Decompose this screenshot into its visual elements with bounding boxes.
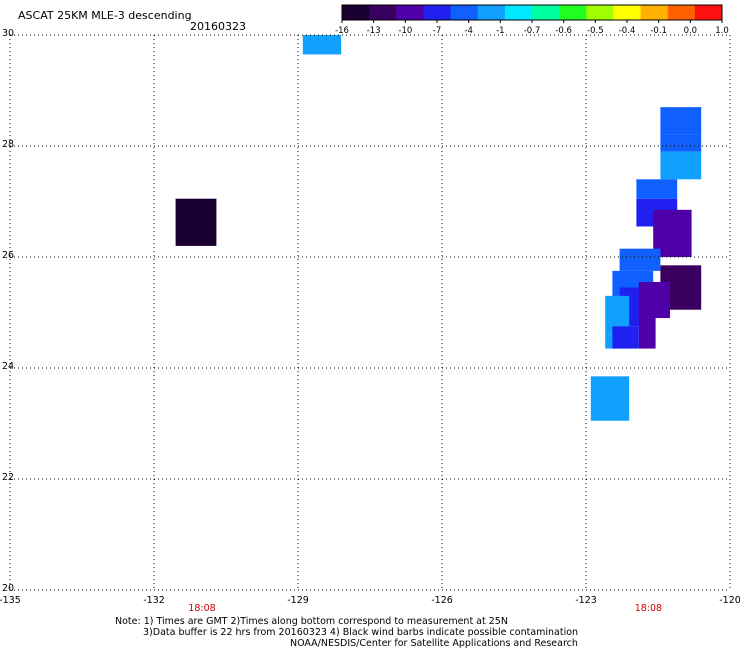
note-line-2: 3)Data buffer is 22 hrs from 20160323 4)…	[143, 627, 579, 638]
x-axis-ticks: -135 -132 -129 -126 -123 -120	[0, 595, 740, 606]
colorbar-label: -0.6	[555, 26, 572, 36]
colorbar-label: 1.0	[715, 26, 729, 36]
colorbar-segment	[423, 5, 452, 20]
chart-title: ASCAT 25KM MLE-3 descending	[18, 9, 192, 22]
x-tick-label: -126	[431, 595, 453, 606]
colorbar-label: -7	[433, 26, 441, 36]
chart-date: 20160323	[190, 20, 246, 33]
time-labels: 18:08 18:08	[188, 603, 662, 614]
colorbar-label: -1	[496, 26, 504, 36]
colorbar-segment	[667, 5, 696, 20]
y-tick-label: 22	[2, 472, 14, 483]
data-cell	[636, 179, 678, 199]
note-line-1: Note: 1) Times are GMT 2)Times along bot…	[115, 616, 508, 627]
x-tick-label: -120	[719, 595, 740, 606]
colorbar-label: -13	[367, 26, 381, 36]
colorbar-label: -10	[398, 26, 412, 36]
colorbar-segment	[532, 5, 560, 20]
colorbar-label: -0.7	[524, 26, 541, 36]
data-cell	[660, 134, 702, 152]
x-tick-label: -123	[575, 595, 597, 606]
colorbar-segment	[694, 5, 723, 20]
colorbar-segment	[342, 5, 370, 20]
data-cell	[638, 281, 670, 319]
y-tick-label: 20	[2, 583, 14, 594]
colorbar-label: -0.1	[650, 26, 667, 36]
x-tick-label: -135	[0, 595, 21, 606]
y-axis-ticks: 20 22 24 26 28 30	[2, 28, 14, 594]
data-cell	[302, 35, 342, 55]
colorbar-labels: -16 -13 -10 -7 -4 -1 -0.7 -0.6 -0.5 -0.4 -0.1 0.0 1.…	[335, 20, 729, 36]
colorbar-segment	[477, 5, 506, 20]
colorbar-label: 0.0	[684, 26, 698, 36]
grid-lines	[9, 34, 731, 591]
data-cell	[638, 318, 656, 349]
y-tick-label: 30	[2, 28, 14, 39]
note-line-3: NOAA/NESDIS/Center for Satellite Applica…	[290, 638, 578, 649]
colorbar-segment	[369, 5, 397, 20]
colorbar-segment	[586, 5, 614, 20]
x-tick-label: -132	[143, 595, 165, 606]
data-cells	[175, 35, 702, 421]
time-label: 18:08	[188, 603, 215, 614]
data-cell	[175, 198, 217, 246]
data-cell	[619, 248, 661, 271]
colorbar-label: -4	[464, 26, 472, 36]
data-cell	[660, 107, 702, 135]
colorbar-segment	[613, 5, 642, 20]
colorbar-label: -0.5	[587, 26, 604, 36]
colorbar-segment	[396, 5, 424, 20]
colorbar-segment	[450, 5, 479, 20]
x-tick-label: -129	[287, 595, 309, 606]
colorbar-label: -16	[335, 26, 349, 36]
y-tick-label: 26	[2, 250, 14, 261]
colorbar-segment	[640, 5, 669, 20]
data-cell	[590, 376, 630, 421]
data-cell	[612, 326, 639, 349]
colorbar-segment	[504, 5, 533, 20]
time-label: 18:08	[635, 603, 662, 614]
colorbar-segment	[559, 5, 587, 20]
y-tick-label: 28	[2, 139, 14, 150]
data-cell	[660, 151, 702, 180]
colorbar	[341, 4, 723, 21]
y-tick-label: 24	[2, 361, 14, 372]
colorbar-label: -0.4	[619, 26, 636, 36]
